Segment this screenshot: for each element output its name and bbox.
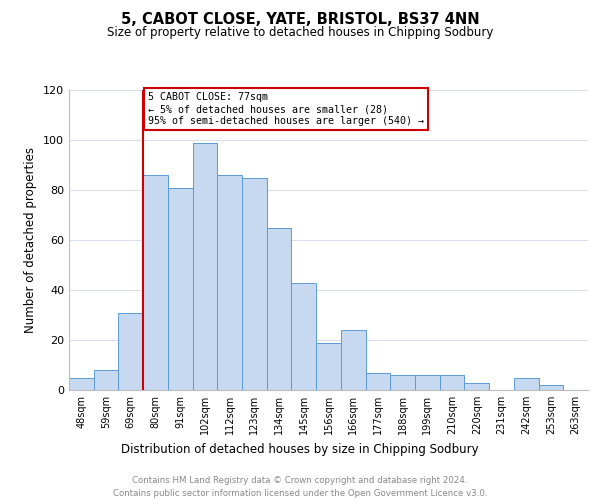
Bar bbox=[440, 375, 464, 390]
Text: Contains public sector information licensed under the Open Government Licence v3: Contains public sector information licen… bbox=[113, 489, 487, 498]
Bar bbox=[514, 378, 539, 390]
Bar bbox=[69, 378, 94, 390]
Bar bbox=[365, 372, 390, 390]
Y-axis label: Number of detached properties: Number of detached properties bbox=[25, 147, 37, 333]
Bar bbox=[193, 142, 217, 390]
Bar bbox=[464, 382, 489, 390]
Text: 5, CABOT CLOSE, YATE, BRISTOL, BS37 4NN: 5, CABOT CLOSE, YATE, BRISTOL, BS37 4NN bbox=[121, 12, 479, 28]
Bar bbox=[292, 282, 316, 390]
Text: Size of property relative to detached houses in Chipping Sodbury: Size of property relative to detached ho… bbox=[107, 26, 493, 39]
Bar bbox=[94, 370, 118, 390]
Bar bbox=[242, 178, 267, 390]
Bar bbox=[316, 342, 341, 390]
Text: Contains HM Land Registry data © Crown copyright and database right 2024.: Contains HM Land Registry data © Crown c… bbox=[132, 476, 468, 485]
Bar bbox=[415, 375, 440, 390]
Bar bbox=[341, 330, 365, 390]
Bar bbox=[267, 228, 292, 390]
Text: Distribution of detached houses by size in Chipping Sodbury: Distribution of detached houses by size … bbox=[121, 442, 479, 456]
Bar bbox=[118, 312, 143, 390]
Text: 5 CABOT CLOSE: 77sqm
← 5% of detached houses are smaller (28)
95% of semi-detach: 5 CABOT CLOSE: 77sqm ← 5% of detached ho… bbox=[148, 92, 424, 126]
Bar bbox=[143, 175, 168, 390]
Bar bbox=[539, 385, 563, 390]
Bar bbox=[168, 188, 193, 390]
Bar bbox=[217, 175, 242, 390]
Bar bbox=[390, 375, 415, 390]
